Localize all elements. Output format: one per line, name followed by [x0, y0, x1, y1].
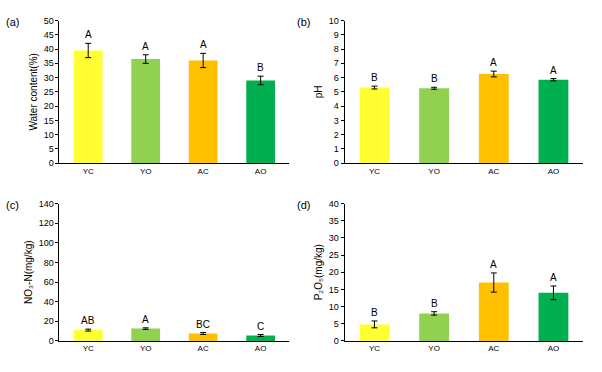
svg-text:100: 100 — [39, 238, 54, 248]
svg-text:0: 0 — [49, 158, 54, 168]
svg-text:30: 30 — [44, 73, 54, 83]
svg-text:AO: AO — [255, 167, 267, 176]
svg-text:8: 8 — [334, 44, 339, 54]
svg-text:35: 35 — [44, 58, 54, 68]
svg-text:3: 3 — [334, 116, 339, 126]
svg-text:25: 25 — [329, 250, 339, 260]
svg-text:A: A — [550, 272, 557, 283]
svg-text:P₂O₅(mg/kg): P₂O₅(mg/kg) — [313, 244, 324, 300]
svg-text:20: 20 — [44, 316, 54, 326]
svg-text:0: 0 — [334, 158, 339, 168]
svg-text:2: 2 — [334, 130, 339, 140]
svg-text:40: 40 — [329, 199, 339, 209]
svg-text:Water content(%): Water content(%) — [28, 53, 39, 130]
svg-text:(b): (b) — [297, 16, 310, 28]
svg-text:15: 15 — [329, 285, 339, 295]
svg-text:pH: pH — [313, 85, 324, 98]
svg-text:YO: YO — [140, 167, 152, 176]
svg-text:AB: AB — [81, 315, 95, 326]
svg-text:A: A — [85, 29, 92, 40]
svg-text:NO₃-N(mg/kg): NO₃-N(mg/kg) — [23, 240, 34, 304]
svg-text:40: 40 — [44, 44, 54, 54]
svg-text:A: A — [200, 39, 207, 50]
svg-text:B: B — [371, 307, 378, 318]
svg-text:AC: AC — [198, 167, 209, 176]
svg-text:AC: AC — [198, 344, 209, 353]
svg-text:9: 9 — [334, 30, 339, 40]
svg-text:0: 0 — [49, 336, 54, 346]
svg-text:(a): (a) — [6, 16, 19, 28]
svg-text:YO: YO — [428, 344, 440, 353]
svg-text:10: 10 — [329, 302, 339, 312]
svg-text:120: 120 — [39, 218, 54, 228]
svg-text:AO: AO — [255, 344, 267, 353]
svg-text:60: 60 — [44, 277, 54, 287]
svg-text:YC: YC — [83, 167, 94, 176]
svg-text:10: 10 — [44, 130, 54, 140]
svg-text:80: 80 — [44, 258, 54, 268]
svg-text:25: 25 — [44, 87, 54, 97]
svg-text:4: 4 — [334, 101, 339, 111]
svg-text:140: 140 — [39, 199, 54, 209]
svg-text:YO: YO — [140, 344, 152, 353]
svg-text:A: A — [490, 57, 497, 68]
svg-text:(d): (d) — [297, 199, 310, 211]
svg-text:20: 20 — [44, 101, 54, 111]
svg-text:YC: YC — [369, 167, 380, 176]
svg-text:AC: AC — [488, 344, 499, 353]
svg-text:B: B — [371, 72, 378, 83]
svg-text:(c): (c) — [6, 199, 19, 211]
svg-text:AC: AC — [488, 167, 499, 176]
svg-text:C: C — [257, 321, 264, 332]
svg-text:0: 0 — [334, 336, 339, 346]
svg-text:A: A — [142, 314, 149, 325]
svg-text:YC: YC — [369, 344, 380, 353]
svg-text:AO: AO — [548, 167, 560, 176]
svg-text:6: 6 — [334, 73, 339, 83]
svg-text:5: 5 — [334, 319, 339, 329]
svg-text:1: 1 — [334, 144, 339, 154]
svg-text:A: A — [550, 65, 557, 76]
svg-text:B: B — [431, 298, 438, 309]
svg-text:B: B — [431, 73, 438, 84]
svg-text:YC: YC — [83, 344, 94, 353]
svg-text:50: 50 — [44, 16, 54, 26]
svg-text:10: 10 — [329, 16, 339, 26]
svg-text:7: 7 — [334, 58, 339, 68]
svg-text:A: A — [490, 259, 497, 270]
svg-text:AO: AO — [548, 344, 560, 353]
svg-text:B: B — [257, 62, 264, 73]
svg-text:45: 45 — [44, 30, 54, 40]
svg-text:5: 5 — [49, 144, 54, 154]
svg-text:30: 30 — [329, 233, 339, 243]
svg-text:5: 5 — [334, 87, 339, 97]
svg-text:20: 20 — [329, 267, 339, 277]
svg-text:YO: YO — [428, 167, 440, 176]
svg-text:35: 35 — [329, 216, 339, 226]
svg-text:40: 40 — [44, 297, 54, 307]
svg-text:15: 15 — [44, 116, 54, 126]
svg-text:BC: BC — [196, 319, 210, 330]
svg-text:A: A — [142, 41, 149, 52]
